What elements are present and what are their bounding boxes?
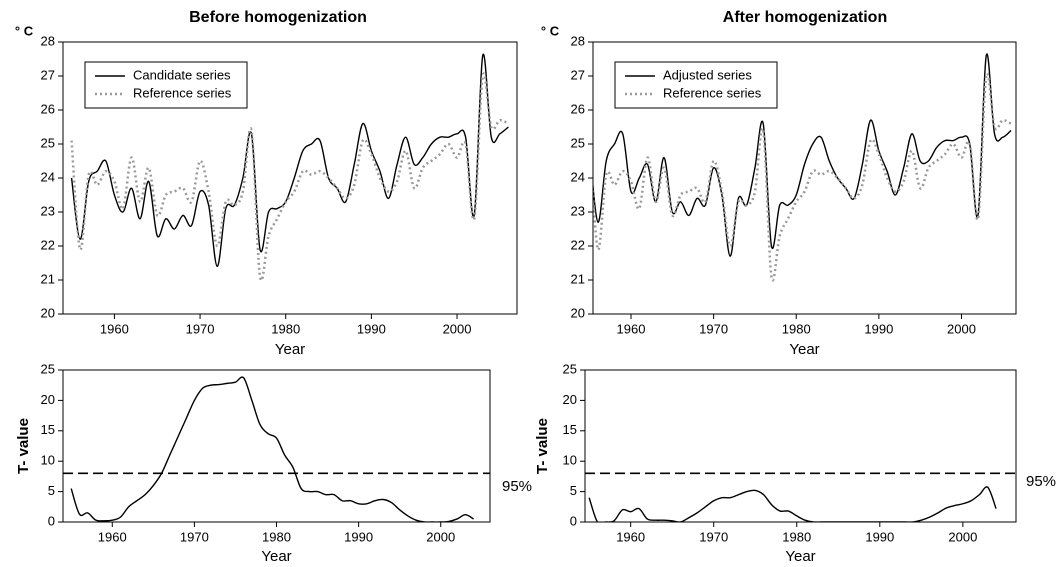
x-tick-label: 1960	[100, 321, 129, 336]
plot-frame	[62, 41, 518, 315]
y-tick-label: 24	[41, 169, 55, 184]
panel: T- value Year 0 5 10 15 20 25 1960 1970 1980 1990 20…	[534, 361, 1056, 565]
y-tick-label: 0	[48, 513, 55, 528]
y-tick-label: 25	[41, 135, 55, 150]
y-tick-label: 5	[48, 483, 55, 498]
y-tick-label: 0	[570, 513, 577, 528]
y-tick-label: 10	[41, 453, 55, 468]
legend-label: Adjusted series	[663, 67, 752, 82]
legend-label: Reference series	[663, 85, 762, 100]
x-tick-label: 1970	[699, 321, 728, 336]
y-tick-label: 20	[41, 392, 55, 407]
legend-label: Reference series	[133, 85, 232, 100]
y-tick-label: 10	[563, 453, 577, 468]
chart-title: Before homogenization	[189, 9, 367, 26]
data-line	[70, 72, 509, 282]
chart-title: After homogenization	[723, 9, 887, 26]
y-tick-label: 25	[41, 361, 55, 376]
legend-box	[84, 61, 248, 109]
x-tick-label: 1970	[180, 529, 209, 544]
data-line	[588, 486, 997, 522]
threshold-label: 95%	[1026, 473, 1056, 490]
y-tick-label: 21	[41, 271, 55, 286]
y-axis-label: T- value	[15, 418, 32, 474]
x-tick-label: 2000	[947, 321, 976, 336]
y-tick-label: 28	[41, 33, 55, 48]
x-tick-label: 1980	[782, 529, 811, 544]
x-axis-label: Year	[261, 548, 291, 565]
x-axis-label: Year	[785, 548, 815, 565]
y-tick-label: 22	[571, 237, 585, 252]
y-tick-label: 24	[571, 169, 585, 184]
x-tick-label: 1990	[344, 529, 373, 544]
x-tick-label: 1980	[782, 321, 811, 336]
x-tick-label: 1980	[271, 321, 300, 336]
x-axis-label: Year	[275, 341, 305, 358]
y-tick-label: 23	[571, 203, 585, 218]
threshold-label: 95%	[502, 478, 532, 495]
x-tick-label: 2000	[443, 321, 472, 336]
y-tick-label: 15	[41, 422, 55, 437]
y-tick-label: 26	[41, 101, 55, 116]
legend-label: Candidate series	[133, 67, 231, 82]
y-tick-label: 25	[563, 361, 577, 376]
y-tick-label: 21	[571, 271, 585, 286]
y-tick-label: 25	[571, 135, 585, 150]
x-tick-label: 1970	[699, 529, 728, 544]
y-tick-label: 5	[570, 483, 577, 498]
y-tick-label: 27	[41, 67, 55, 82]
y-axis-label: T- value	[534, 418, 551, 474]
x-tick-label: 1960	[98, 529, 127, 544]
plot-frame	[584, 369, 1017, 523]
panel: Before homogenization ° C Year 20 21 22 23 24 25…	[15, 9, 518, 358]
y-tick-label: 20	[563, 392, 577, 407]
data-line	[70, 53, 509, 268]
y-tick-label: 23	[41, 203, 55, 218]
x-tick-label: 2000	[426, 529, 455, 544]
x-tick-label: 1990	[864, 321, 893, 336]
plot-frame	[592, 41, 1017, 315]
panel: T- value Year 0 5 10 15 20 25 1960 1970 1980 1990 20…	[15, 361, 532, 565]
x-tick-label: 1980	[262, 529, 291, 544]
y-tick-label: 20	[41, 305, 55, 320]
x-tick-label: 1970	[186, 321, 215, 336]
y-tick-label: 28	[571, 33, 585, 48]
x-tick-label: 1990	[357, 321, 386, 336]
x-tick-label: 1960	[616, 529, 645, 544]
y-tick-label: 26	[571, 101, 585, 116]
y-tick-label: 22	[41, 237, 55, 252]
x-tick-label: 1990	[865, 529, 894, 544]
y-tick-label: 15	[563, 422, 577, 437]
plot-frame	[62, 369, 491, 523]
y-axis-label: ° C	[541, 23, 560, 38]
x-tick-label: 1960	[617, 321, 646, 336]
data-line	[593, 53, 1012, 257]
panel: After homogenization ° C Year 20 21 22 23 24 25 2…	[541, 9, 1017, 358]
y-tick-label: 20	[571, 305, 585, 320]
y-tick-label: 27	[571, 67, 585, 82]
legend-box	[614, 61, 778, 109]
x-axis-label: Year	[789, 341, 819, 358]
data-line	[70, 376, 474, 522]
x-tick-label: 2000	[948, 529, 977, 544]
y-axis-label: ° C	[15, 23, 34, 38]
